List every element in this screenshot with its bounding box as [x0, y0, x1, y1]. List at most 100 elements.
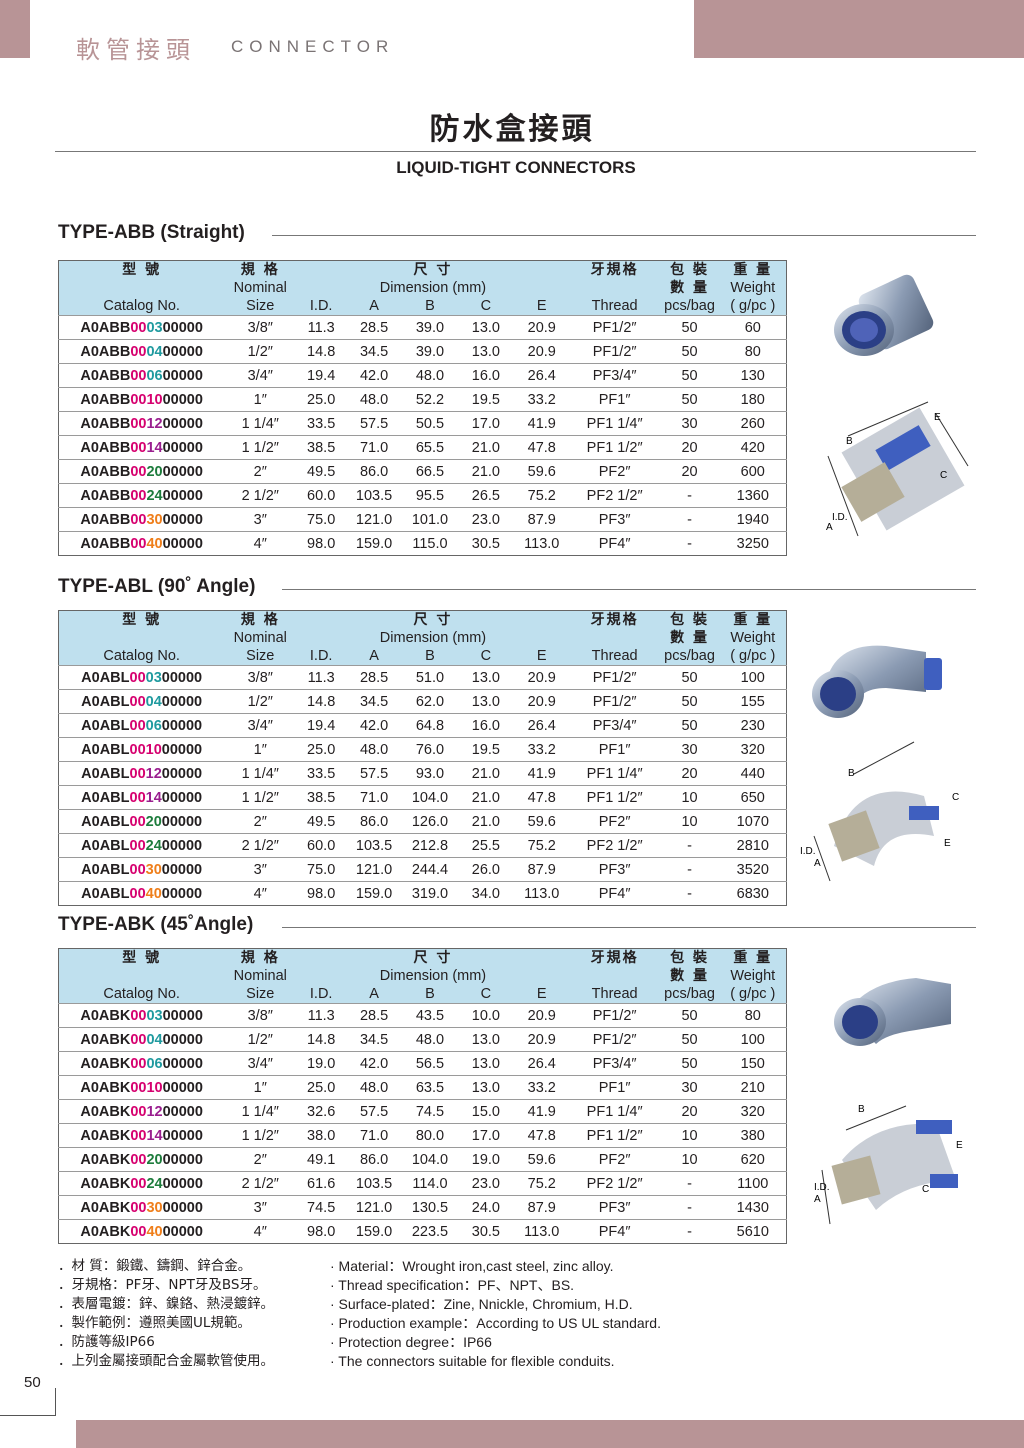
cell-size: 1″	[224, 737, 297, 762]
catalog-number-part: 00000	[162, 1151, 203, 1168]
cell-pcs: 20	[659, 459, 720, 484]
label-id: I.D.	[814, 1182, 830, 1193]
table-row: A0ABB001200000 1 1/4″ 33.5 57.5 50.5 17.0 41.9…	[58, 411, 787, 436]
cell-size: 1/2″	[224, 689, 297, 714]
cell-b: 76.0	[402, 737, 458, 762]
cell-id: 11.3	[296, 315, 347, 340]
cell-pcs: 50	[659, 363, 720, 388]
section-divider	[272, 235, 976, 236]
cell-pcs: -	[659, 833, 720, 858]
label-e: E	[956, 1140, 963, 1151]
catalog-number: A0ABK001400000	[58, 1123, 225, 1148]
abb-photo	[834, 274, 934, 356]
catalog-number: A0ABK002000000	[58, 1147, 225, 1172]
cell-a: 48.0	[346, 387, 403, 412]
cell-c: 26.0	[457, 857, 514, 882]
table-row: A0ABB000400000 1/2″ 14.8 34.5 39.0 13.0 20.9 PF…	[58, 339, 787, 364]
cell-c: 13.0	[457, 1051, 514, 1076]
cell-pcs: 30	[659, 1075, 720, 1100]
cell-e: 47.8	[513, 1123, 570, 1148]
catalog-number-part: 00000	[161, 669, 203, 686]
cell-b: 63.5	[402, 1075, 458, 1100]
catalog-number-part: 00000	[162, 1055, 203, 1072]
cell-b: 52.2	[402, 387, 458, 412]
catalog-number-part: 06	[146, 1055, 163, 1072]
cell-b: 130.5	[402, 1195, 458, 1220]
catalog-number: A0ABL001400000	[58, 785, 225, 810]
cell-thread: PF1/2″	[569, 665, 660, 690]
table-row: A0ABB004000000 4″ 98.0 159.0 115.0 30.5 113.0 P…	[58, 531, 787, 556]
cell-pcs: 10	[659, 1123, 720, 1148]
cell-c: 13.0	[457, 315, 514, 340]
catalog-number-part: 00	[130, 511, 147, 528]
table-row: A0ABL001200000 1 1/4″ 33.5 57.5 93.0 21.0 41.9…	[58, 761, 787, 786]
column-header: Nominal	[224, 279, 297, 297]
column-header: 型 號	[58, 260, 225, 279]
cell-size: 1 1/2″	[224, 785, 297, 810]
abl-diagram: B C E I.D. A	[800, 741, 959, 882]
cell-thread: PF3″	[569, 507, 660, 532]
cell-e: 113.0	[513, 531, 570, 556]
cell-b: 212.8	[402, 833, 458, 858]
cell-thread: PF3″	[569, 1195, 660, 1220]
cell-weight: 320	[719, 1099, 787, 1124]
catalog-number-part: 00000	[161, 885, 203, 902]
catalog-number-part: A0ABK	[80, 1175, 131, 1192]
catalog-number-part: A0ABB	[80, 439, 131, 456]
table-row: A0ABL002000000 2″ 49.5 86.0 126.0 21.0 59.6 PF2…	[58, 809, 787, 834]
catalog-number-part: A0ABL	[81, 741, 130, 758]
catalog-number-part: 00	[130, 391, 147, 408]
catalog-number-part: 00	[130, 1127, 147, 1144]
cell-a: 103.5	[346, 1171, 403, 1196]
table-row: A0ABK002400000 2 1/2″ 61.6 103.5 114.0 23.0 75…	[58, 1171, 787, 1196]
catalog-number-part: 20	[146, 463, 163, 480]
note-zh: ．表層電鍍：鋅、鎳鉻、熱浸鍍鋅。	[58, 1296, 274, 1312]
table-row: A0ABB000300000 3/8″ 11.3 28.5 39.0 13.0 20.9 PF…	[58, 315, 787, 340]
column-header: A	[346, 985, 403, 1004]
cell-size: 2 1/2″	[224, 1171, 297, 1196]
cell-b: 115.0	[402, 531, 458, 556]
cell-weight: 150	[719, 1051, 787, 1076]
cell-id: 19.4	[296, 713, 347, 738]
cell-c: 16.0	[457, 363, 514, 388]
catalog-number-part: 00	[130, 343, 147, 360]
cell-pcs: 50	[659, 387, 720, 412]
cell-size: 3″	[224, 1195, 297, 1220]
column-header: C	[457, 985, 514, 1004]
catalog-number-part: A0ABK	[80, 1079, 131, 1096]
cell-a: 159.0	[346, 531, 403, 556]
column-header: A	[346, 647, 403, 666]
catalog-number-part: A0ABB	[80, 487, 131, 504]
cell-b: 65.5	[402, 435, 458, 460]
catalog-number-part: 00000	[162, 439, 203, 456]
cell-pcs: 50	[659, 315, 720, 340]
cell-thread: PF2″	[569, 1147, 660, 1172]
catalog-number-part: 00	[130, 1031, 147, 1048]
catalog-number-part: 24	[146, 487, 163, 504]
cell-weight: 100	[719, 1027, 787, 1052]
cell-pcs: 10	[659, 785, 720, 810]
column-header	[569, 967, 660, 985]
column-header: 尺 寸	[296, 260, 570, 279]
catalog-number-part: 00	[130, 1175, 147, 1192]
abk-photo	[834, 978, 951, 1046]
cell-e: 87.9	[513, 507, 570, 532]
catalog-number-part: 00	[130, 1103, 147, 1120]
cell-a: 34.5	[346, 339, 403, 364]
spec-table: 型 號規 格尺 寸牙規格包 裝重 量 Nominal Dimension (mm) 數…	[58, 260, 787, 556]
cell-thread: PF4″	[569, 531, 660, 556]
cell-id: 38.5	[296, 785, 347, 810]
catalog-number-part: 00000	[161, 741, 203, 758]
cell-b: 64.8	[402, 713, 458, 738]
column-header: B	[402, 647, 458, 666]
cell-thread: PF3/4″	[569, 713, 660, 738]
cell-e: 87.9	[513, 1195, 570, 1220]
cell-id: 14.8	[296, 339, 347, 364]
catalog-number-part: 04	[146, 343, 163, 360]
table-row: A0ABL000400000 1/2″ 14.8 34.5 62.0 13.0 20.9 PF…	[58, 689, 787, 714]
column-header	[569, 629, 660, 647]
cell-pcs: -	[659, 881, 720, 906]
cell-b: 223.5	[402, 1219, 458, 1244]
cell-c: 21.0	[457, 435, 514, 460]
catalog-number-part: 00000	[162, 487, 203, 504]
